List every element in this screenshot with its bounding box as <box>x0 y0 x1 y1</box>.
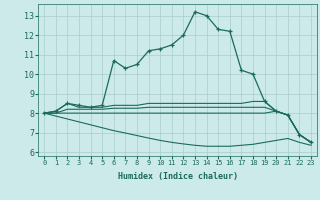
X-axis label: Humidex (Indice chaleur): Humidex (Indice chaleur) <box>118 172 238 181</box>
